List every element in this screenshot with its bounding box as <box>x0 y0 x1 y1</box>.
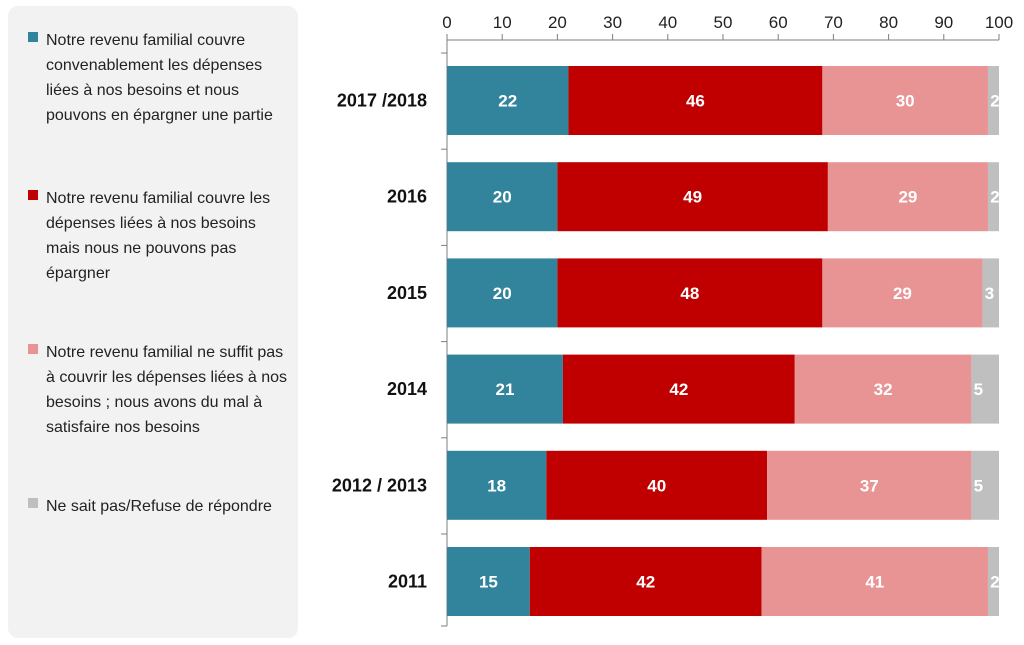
data-label: 46 <box>686 92 705 111</box>
data-label: 30 <box>896 92 915 111</box>
legend-swatch <box>28 32 38 42</box>
bar-segment <box>447 162 558 232</box>
bar-segment <box>827 162 988 232</box>
data-label: 49 <box>683 188 702 207</box>
bar-segment <box>794 354 972 424</box>
data-label: 40 <box>647 476 666 495</box>
bar-segment <box>822 258 983 328</box>
data-label: 18 <box>487 476 506 495</box>
x-tick-label: 30 <box>603 13 622 32</box>
bar-segment <box>971 354 999 424</box>
category-label: 2016 <box>387 187 427 207</box>
bar-segment <box>767 450 972 520</box>
bar-segment <box>557 258 823 328</box>
bar-segment <box>447 258 558 328</box>
bar-segment <box>822 66 988 135</box>
legend-swatch <box>28 190 38 200</box>
data-label: 41 <box>865 573 884 592</box>
bar-segment <box>562 354 795 424</box>
category-label: 2017 /2018 <box>337 91 427 111</box>
x-tick-label: 70 <box>824 13 843 32</box>
legend-item: Notre revenu familial ne suffit pas à co… <box>28 340 290 440</box>
data-label: 42 <box>636 573 655 592</box>
data-label: 48 <box>680 284 699 303</box>
data-label: 37 <box>860 476 879 495</box>
legend-panel: Notre revenu familial couvre convenablem… <box>8 6 298 638</box>
bar-segment <box>971 450 999 520</box>
data-label: 15 <box>479 573 498 592</box>
category-label: 2015 <box>387 283 427 303</box>
data-label: 20 <box>493 188 512 207</box>
bar-segment <box>447 547 530 616</box>
category-label: 2014 <box>387 379 427 399</box>
x-tick-label: 60 <box>769 13 788 32</box>
data-label: 2 <box>990 188 999 207</box>
x-tick-label: 80 <box>879 13 898 32</box>
bar-segment <box>546 450 768 520</box>
x-tick-label: 20 <box>548 13 567 32</box>
legend-swatch <box>28 344 38 354</box>
legend-label: Notre revenu familial couvre convenablem… <box>46 32 273 124</box>
bar-segment <box>568 66 823 135</box>
bar-segment <box>987 66 999 135</box>
data-label: 3 <box>985 284 994 303</box>
legend-label: Notre revenu familial couvre les dépense… <box>46 190 271 282</box>
bar-segment <box>447 450 547 520</box>
x-tick-label: 50 <box>714 13 733 32</box>
legend-label: Ne sait pas/Refuse de répondre <box>46 498 272 515</box>
data-label: 21 <box>495 380 514 399</box>
x-tick-label: 0 <box>442 13 451 32</box>
data-label: 29 <box>893 284 912 303</box>
bar-segment <box>987 162 999 232</box>
data-label: 29 <box>898 188 917 207</box>
legend-item: Notre revenu familial couvre convenablem… <box>28 28 290 128</box>
data-label: 2 <box>990 92 999 111</box>
legend-swatch <box>28 498 38 508</box>
bar-segment <box>529 547 762 616</box>
bar-segment <box>982 258 999 328</box>
bar-segment <box>447 66 569 135</box>
category-label: 2011 <box>388 572 427 592</box>
x-tick-label: 90 <box>934 13 953 32</box>
data-label: 32 <box>874 380 893 399</box>
legend-item: Ne sait pas/Refuse de répondre <box>28 494 290 519</box>
bar-segment <box>987 547 999 616</box>
data-label: 22 <box>498 92 517 111</box>
x-tick-label: 100 <box>985 13 1013 32</box>
data-label: 42 <box>669 380 688 399</box>
data-label: 5 <box>974 380 983 399</box>
x-tick-label: 10 <box>493 13 512 32</box>
data-label: 2 <box>990 573 999 592</box>
data-label: 5 <box>974 476 983 495</box>
category-label: 2012 / 2013 <box>332 475 427 495</box>
bar-segment <box>761 547 988 616</box>
x-tick-label: 40 <box>658 13 677 32</box>
legend-item: Notre revenu familial couvre les dépense… <box>28 186 290 286</box>
data-label: 20 <box>493 284 512 303</box>
bar-segment <box>447 354 563 424</box>
legend-label: Notre revenu familial ne suffit pas à co… <box>46 344 288 436</box>
bar-segment <box>557 162 828 232</box>
